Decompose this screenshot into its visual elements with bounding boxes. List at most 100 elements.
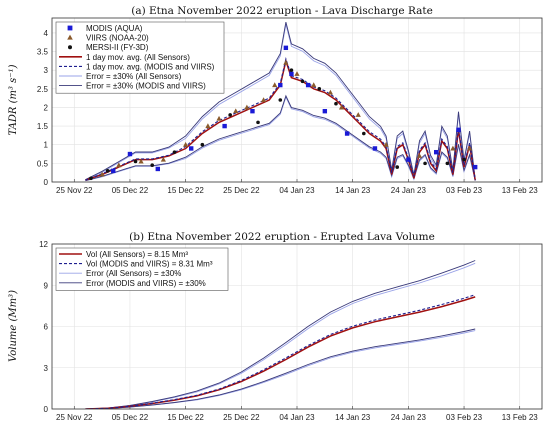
- legend-label: Vol (MODIS and VIIRS) = 8.31 Mm³: [86, 260, 213, 269]
- scatter-point-triangle: [355, 112, 361, 117]
- series-line: [85, 58, 476, 181]
- scatter-point-square: [111, 168, 116, 174]
- panel-b-ylabel: Volume (Mm³): [8, 290, 19, 362]
- plot-area: [85, 21, 478, 182]
- x-tick-label: 04 Jan 23: [279, 186, 315, 195]
- scatter-point-triangle: [294, 71, 300, 76]
- error-band-lower-line: [85, 328, 476, 409]
- x-tick-label: 15 Dec 22: [167, 186, 204, 195]
- scatter-point-triangle: [138, 158, 144, 164]
- scatter-point-circle: [105, 169, 110, 173]
- scatter-point-square: [372, 146, 378, 151]
- y-tick-label: 6: [44, 323, 49, 332]
- legend-label: Error = ±30% (MODIS and VIIRS): [86, 82, 206, 91]
- legend-label: 1 day mov. avg. (All Sensors): [86, 53, 190, 62]
- y-tick-label: 1: [44, 141, 49, 150]
- x-tick-label: 25 Dec 22: [223, 413, 260, 422]
- error-band-upper-line: [85, 260, 476, 409]
- scatter-point-triangle: [311, 82, 317, 88]
- panel-b: (b) Etna November 2022 eruption - Erupte…: [8, 231, 543, 422]
- scatter-point-circle: [256, 120, 260, 125]
- scatter-point-circle: [289, 68, 294, 72]
- scatter-point-square: [278, 82, 283, 88]
- x-tick-label: 15 Dec 22: [167, 413, 204, 422]
- plot-frame: [51, 243, 543, 410]
- scatter-point-circle: [395, 165, 400, 169]
- scatter-point-triangle: [216, 115, 222, 121]
- scatter-point-circle: [423, 161, 427, 166]
- scatter-point-circle: [172, 150, 177, 154]
- scatter-point-circle: [334, 101, 338, 106]
- scatter-point-circle: [150, 163, 155, 168]
- scatter-point-triangle: [233, 108, 239, 114]
- scatter-point-square: [155, 166, 160, 172]
- y-tick-label: 0.5: [37, 159, 49, 168]
- scatter-point-triangle: [467, 145, 473, 151]
- x-tick-label: 14 Jan 23: [335, 186, 371, 195]
- scatter-point-triangle: [244, 104, 250, 110]
- x-tick-label: 24 Jan 23: [391, 413, 427, 422]
- panel-b-title: (b) Etna November 2022 eruption - Erupte…: [129, 231, 435, 243]
- legend-label: VIIRS (NOAA-20): [86, 34, 149, 43]
- scatter-point-triangle: [416, 153, 423, 158]
- scatter-point-triangle: [283, 59, 289, 65]
- y-tick-label: 0: [44, 405, 49, 414]
- legend-label: Error (All Sensors) = ±30%: [86, 269, 181, 278]
- panel-a-title: (a) Etna November 2022 eruption - Lava D…: [131, 5, 433, 17]
- legend-marker-square: [67, 25, 73, 31]
- y-tick-label: 0: [44, 178, 49, 187]
- x-tick-label: 24 Jan 23: [391, 186, 427, 195]
- scatter-point-circle: [200, 142, 205, 147]
- legend-box: [55, 21, 225, 94]
- plot-area: [85, 260, 476, 409]
- scatter-point-square: [289, 71, 294, 77]
- scatter-point-square: [283, 45, 289, 51]
- scatter-point-circle: [133, 159, 138, 164]
- y-tick-label: 1.5: [37, 122, 49, 131]
- scatter-point-circle: [300, 79, 305, 84]
- scatter-point-triangle: [272, 82, 278, 88]
- x-tick-label: 25 Nov 22: [56, 186, 93, 195]
- legend-label: MERSI-II (FY-3D): [86, 43, 149, 52]
- x-tick-label: 04 Jan 23: [279, 413, 315, 422]
- scatter-point-square: [472, 164, 478, 170]
- y-tick-label: 2.5: [37, 85, 49, 94]
- scatter-point-triangle: [338, 104, 345, 110]
- y-tick-label: 3: [44, 66, 49, 75]
- scatter-point-triangle: [183, 141, 189, 147]
- scatter-point-square: [434, 149, 439, 155]
- scatter-point-square: [344, 131, 350, 136]
- scatter-point-circle: [462, 157, 466, 162]
- scatter-point-triangle: [116, 162, 122, 168]
- y-tick-label: 3.5: [37, 48, 49, 57]
- scatter-point-square: [406, 157, 411, 162]
- scatter-point-circle: [228, 113, 232, 117]
- legend-label: MODIS (AQUA): [86, 24, 143, 33]
- scatter-point-triangle: [450, 145, 456, 151]
- legend-label: Vol (All Sensors) = 8.15 Mm³: [86, 250, 188, 259]
- scatter-point-square: [305, 82, 311, 88]
- scatter-point-triangle: [260, 97, 267, 102]
- x-tick-label: 03 Feb 23: [446, 413, 483, 422]
- y-tick-label: 3: [44, 364, 49, 373]
- plot-frame: [51, 17, 543, 183]
- error-band-upper-line: [85, 21, 476, 181]
- scatter-point-circle: [278, 98, 283, 102]
- scatter-point-square: [322, 108, 328, 114]
- legend-label: Error = ±30% (All Sensors): [86, 72, 182, 81]
- legend-box: [55, 247, 229, 291]
- y-tick-label: 12: [39, 240, 48, 249]
- y-tick-label: 4: [44, 29, 49, 38]
- scatter-point-square: [189, 146, 194, 151]
- scatter-point-triangle: [205, 123, 211, 129]
- scatter-point-square: [222, 123, 227, 129]
- legend-label: 1 day mov. avg. (MODIS and VIIRS): [86, 62, 215, 71]
- legend-marker-triangle: [67, 34, 73, 40]
- series-line: [85, 296, 476, 409]
- scatter-point-square: [456, 127, 461, 133]
- x-tick-label: 25 Dec 22: [223, 186, 260, 195]
- series-line: [85, 294, 476, 409]
- scatter-point-circle: [445, 161, 450, 166]
